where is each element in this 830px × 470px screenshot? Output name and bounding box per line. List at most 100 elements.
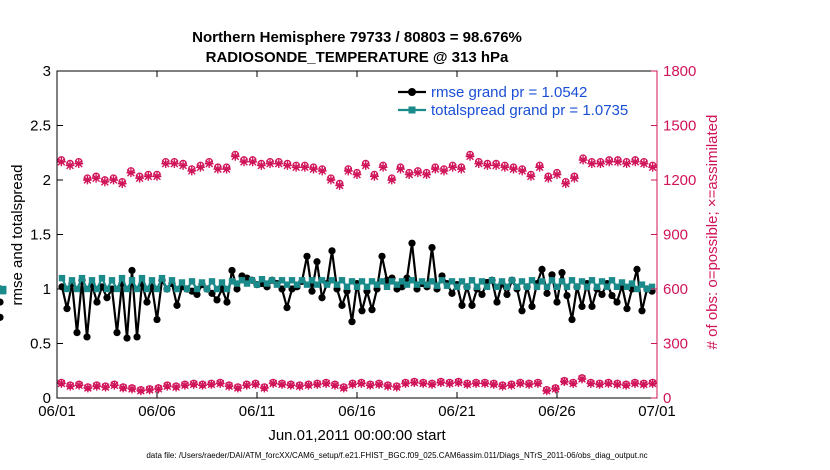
- totalspread-point: [463, 283, 471, 291]
- totalspread-point: [93, 285, 101, 293]
- rmse-point: [143, 298, 151, 306]
- legend-marker-totalspread: [408, 106, 416, 114]
- y-tick-label: 2: [43, 172, 51, 189]
- obs-low-assimilated-point: [312, 379, 322, 389]
- rmse-point: [313, 258, 321, 266]
- totalspread-point: [163, 285, 171, 293]
- totalspread-point: [563, 283, 571, 291]
- totalspread-point: [568, 277, 576, 284]
- obs-low-assimilated-point: [109, 380, 119, 390]
- obs-low-assimilated-point: [189, 379, 199, 389]
- obs-low-assimilated-point: [259, 383, 269, 393]
- rmse-point: [63, 305, 71, 313]
- totalspread-point: [388, 278, 396, 285]
- rmse-point: [303, 252, 311, 260]
- obs-low-assimilated-point: [224, 381, 234, 391]
- totalspread-point: [218, 279, 226, 286]
- totalspread-point: [88, 277, 96, 284]
- obs-low-assimilated-point: [268, 379, 278, 388]
- obs-high-assimilated-point: [317, 166, 327, 176]
- totalspread-point: [533, 283, 541, 291]
- totalspread-point: [618, 279, 626, 286]
- obs-high-assimilated-point: [309, 164, 318, 174]
- obs-low-assimilated-point: [162, 381, 172, 391]
- totalspread-point: [98, 274, 106, 282]
- obs-high-assimilated-point: [465, 151, 475, 161]
- obs-low-assimilated-point: [621, 380, 631, 390]
- totalspread-point: [73, 285, 81, 293]
- obs-low-assimilated-point: [445, 379, 455, 388]
- rmse-point: [468, 301, 476, 309]
- obs-low-assimilated-point: [612, 379, 622, 389]
- rmse-point: [518, 307, 526, 315]
- y-tick-label: 1.5: [30, 227, 51, 244]
- totalspread-point: [508, 277, 516, 284]
- obs-low-assimilated-point: [57, 379, 66, 388]
- obs-low-assimilated-point: [392, 382, 402, 392]
- obs-high-assimilated-point: [196, 162, 205, 172]
- obs-low-assimilated-point: [101, 382, 110, 392]
- totalspread-point: [113, 285, 121, 293]
- obs-high-assimilated-point: [552, 170, 562, 179]
- obs-high-assimilated-point: [483, 161, 492, 170]
- rmse-point: [368, 306, 376, 314]
- rmse-point: [223, 298, 231, 306]
- totalspread-point: [278, 277, 286, 284]
- totalspread-point: [263, 280, 271, 287]
- obs-high-assimilated-point: [300, 162, 310, 172]
- obs-low-assimilated-point: [498, 381, 507, 391]
- totalspread-point: [433, 282, 441, 289]
- totalspread-point: [208, 278, 216, 285]
- totalspread-point: [298, 277, 306, 284]
- obs-low-assimilated-point: [83, 383, 93, 393]
- rmse-point: [113, 329, 121, 337]
- rmse-point: [538, 265, 546, 273]
- rmse-point: [563, 291, 571, 300]
- rmse-point: [73, 329, 81, 337]
- y2-tick-label: 900: [663, 227, 688, 244]
- obs-low-assimilated-point: [92, 381, 102, 391]
- totalspread-point: [593, 283, 601, 291]
- rmse-point: [548, 271, 556, 279]
- obs-high-assimilated-point: [83, 175, 92, 185]
- axes-layer: 06/01 06/06 06/11 06/16 06/21 06/26 07/0100.51…: [30, 63, 696, 420]
- obs-high-assimilated-point: [135, 173, 145, 183]
- obs-low-assimilated-point: [339, 383, 349, 393]
- rmse-point: [318, 294, 326, 302]
- chart-title: Northern Hemisphere 79733 / 80803 = 98.6…: [192, 29, 522, 46]
- rmse-point: [133, 333, 141, 341]
- data-layer: [0, 150, 658, 396]
- totalspread-point: [343, 283, 351, 291]
- obs-high-assimilated-point: [613, 157, 623, 167]
- totalspread-point: [0, 286, 7, 294]
- rmse-point: [478, 290, 486, 299]
- obs-low-assimilated-point: [648, 379, 657, 388]
- totalspread-point: [348, 278, 356, 285]
- totalspread-point: [203, 285, 211, 293]
- obs-high-assimilated-point: [152, 171, 162, 181]
- totalspread-point: [443, 282, 451, 289]
- obs-high-assimilated-point: [430, 164, 440, 174]
- obs-high-assimilated-point: [169, 159, 179, 169]
- obs-high-assimilated-point: [587, 159, 597, 169]
- x-axis-label: Jun.01,2011 00:00:00 start: [268, 427, 446, 444]
- obs-low-assimilated-point: [507, 380, 516, 390]
- obs-high-assimilated-point: [422, 170, 431, 179]
- obs-high-assimilated-point: [256, 161, 266, 170]
- totalspread-point: [168, 277, 176, 284]
- obs-high-assimilated-point: [352, 170, 362, 179]
- totalspread-point: [213, 285, 221, 293]
- rmse-point: [378, 252, 386, 260]
- obs-high-assimilated-point: [648, 162, 658, 172]
- obs-low-assimilated-point: [357, 379, 366, 388]
- obs-low-assimilated-point: [215, 379, 225, 388]
- obs-high-assimilated-point: [535, 162, 545, 172]
- obs-low-assimilated-point: [454, 378, 463, 387]
- obs-low-assimilated-point: [348, 379, 357, 389]
- totalspread-point: [513, 283, 521, 291]
- totalspread-point: [488, 277, 496, 284]
- obs-low-assimilated-point: [127, 384, 137, 394]
- obs-low-assimilated-point: [480, 379, 490, 388]
- obs-high-assimilated-point: [639, 159, 649, 169]
- totalspread-point: [428, 278, 436, 285]
